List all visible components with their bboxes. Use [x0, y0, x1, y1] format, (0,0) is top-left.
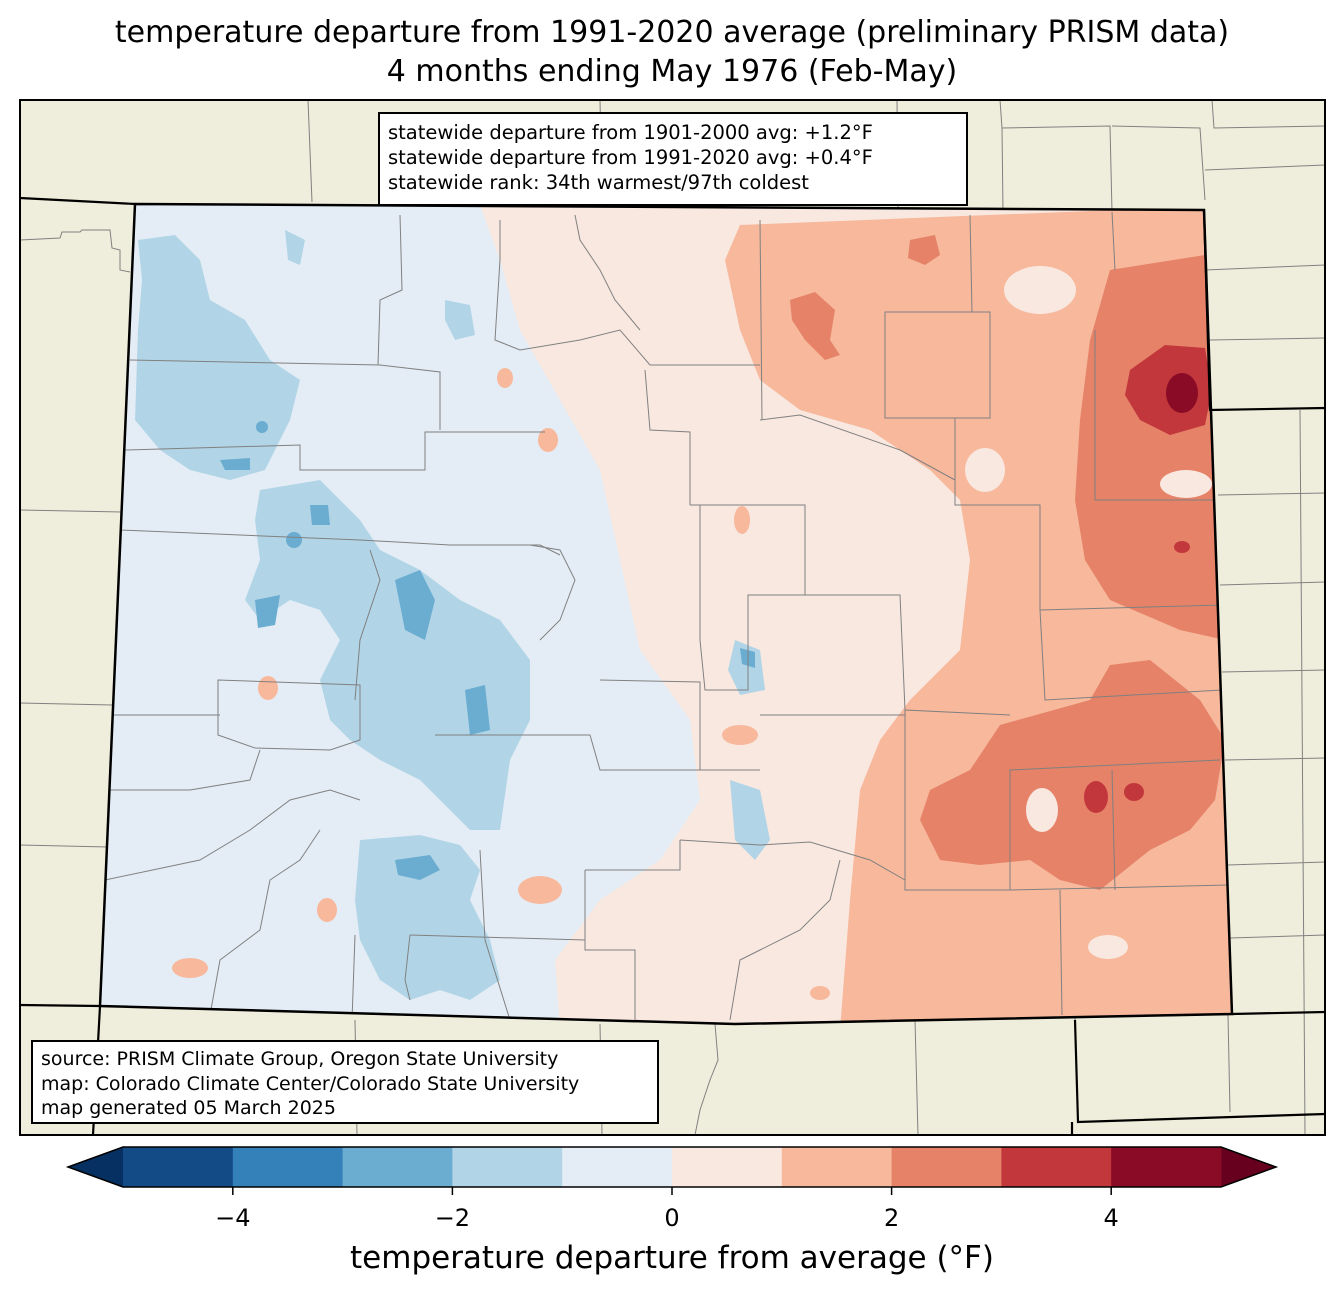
statewide-stats-box: statewide departure from 1901-2000 avg: …: [378, 112, 968, 206]
colorbar-tick-label: 0: [664, 1204, 680, 1232]
colorbar-outline: [65, 1146, 1279, 1188]
colorbar-bin: [891, 1147, 1002, 1187]
stats-departure-1901-2000: statewide departure from 1901-2000 avg: …: [388, 121, 873, 144]
colorbar-bin: [781, 1147, 893, 1187]
colorbar-label: temperature departure from average (°F): [350, 1240, 994, 1276]
colorbar-bin: [562, 1147, 673, 1187]
colorbar-bin: [232, 1147, 344, 1187]
colorbar-over-arrow: [1221, 1147, 1276, 1187]
colorbar-bin: [1001, 1147, 1112, 1187]
colorbar-under-arrow: [68, 1147, 123, 1187]
map-subtitle: 4 months ending May 1976 (Feb-May): [386, 54, 958, 89]
map-credit-line: map: Colorado Climate Center/Colorado St…: [41, 1072, 580, 1095]
colorbar-tick-label: 4: [1103, 1204, 1119, 1232]
stats-rank: statewide rank: 34th warmest/97th coldes…: [388, 171, 809, 194]
colorbar-bin: [452, 1147, 563, 1187]
anomaly-field: [100, 204, 1232, 1024]
colorbar-tick-label: −2: [434, 1204, 471, 1232]
generated-date-line: map generated 05 March 2025: [41, 1097, 336, 1119]
stats-departure-1991-2020: statewide departure from 1991-2020 avg: …: [388, 146, 873, 169]
colorbar-tick-label: −4: [215, 1204, 251, 1232]
colorbar-tick-label: 2: [883, 1204, 900, 1232]
map-title: temperature departure from 1991-2020 ave…: [114, 15, 1230, 50]
source-box: source: PRISM Climate Group, Oregon Stat…: [31, 1040, 659, 1124]
colorbar: [65, 1146, 1279, 1195]
colorbar-bin: [672, 1147, 783, 1187]
colorbar-bin: [123, 1147, 234, 1187]
colorbar-bin: [1111, 1147, 1222, 1187]
source-line: source: PRISM Climate Group, Oregon Stat…: [41, 1048, 559, 1070]
colorado-county-lines: [104, 211, 1231, 1021]
colorbar-bin: [342, 1147, 453, 1187]
colorado-border: [98, 202, 1234, 1026]
